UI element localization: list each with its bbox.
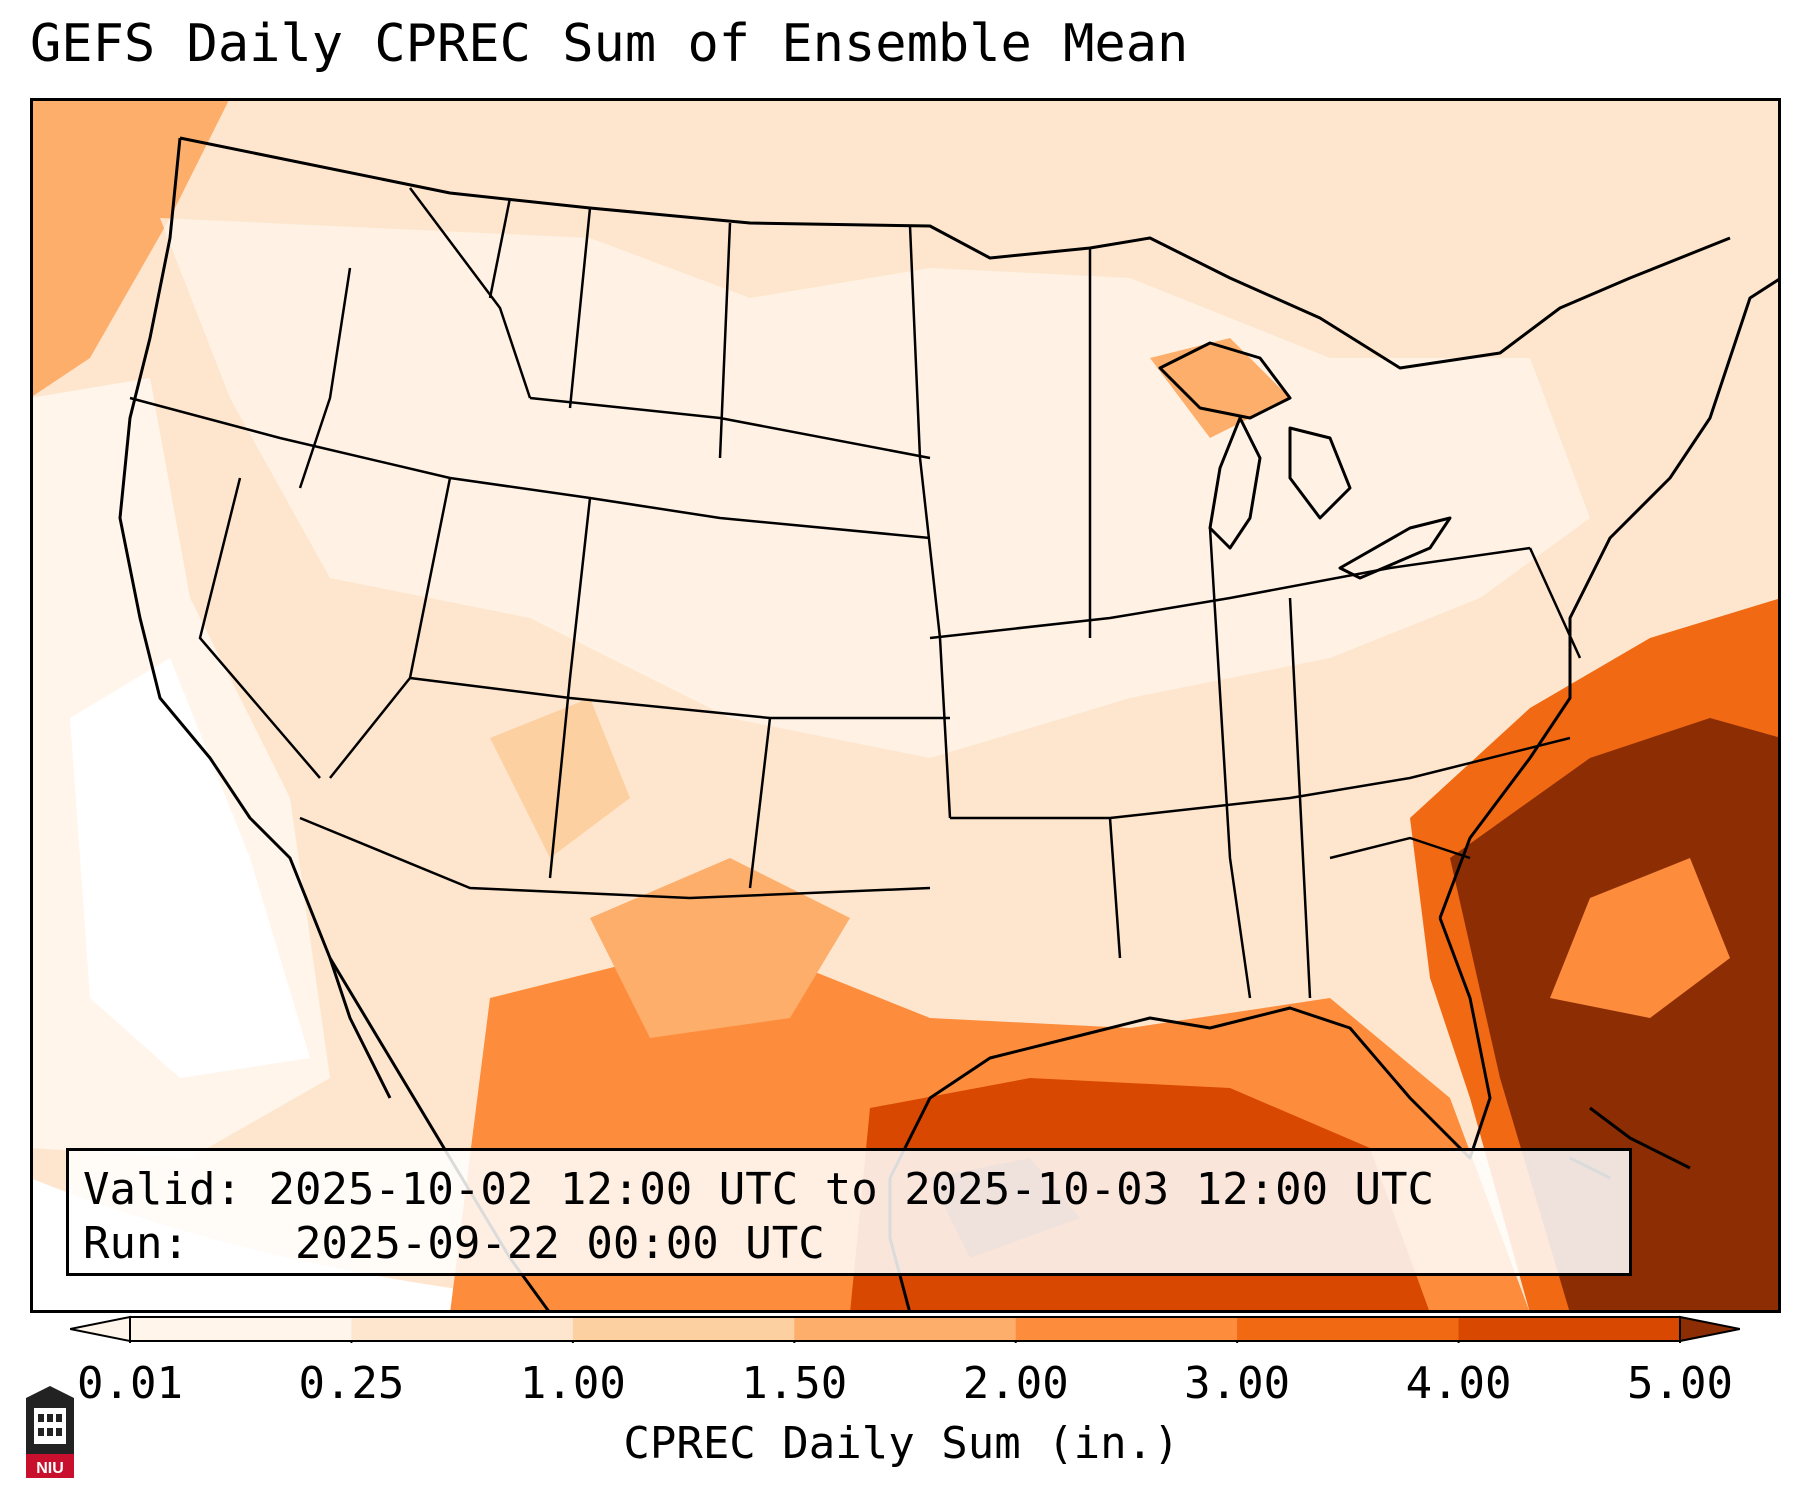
colorbar-extend-low	[69, 1315, 131, 1343]
colorbar-segment	[130, 1317, 352, 1341]
atlantic-lighter-pocket	[1550, 858, 1730, 1018]
northwest-pacific-band	[30, 98, 230, 398]
colorbar-segment	[351, 1317, 574, 1341]
colorbar-tick-label: 5.00	[1627, 1358, 1733, 1409]
coastlines-borders	[118, 136, 1781, 1313]
logo-text: NIU	[36, 1460, 64, 1477]
map-title: GEFS Daily CPREC Sum of Ensemble Mean	[30, 14, 1189, 74]
colorbar-segment	[572, 1317, 795, 1341]
map-frame	[30, 98, 1781, 1313]
niu-logo: NIU	[22, 1384, 78, 1482]
colorbar-tick-label: 3.00	[1184, 1358, 1291, 1409]
colorbar-segment	[1237, 1317, 1460, 1341]
valid-value: 2025-10-02 12:00 UTC to 2025-10-03 12:00…	[268, 1164, 1435, 1215]
colorbar-tick-label: 2.00	[962, 1358, 1069, 1409]
colorbar-tick-label: 0.01	[77, 1358, 183, 1409]
colorbar-segment	[1458, 1317, 1681, 1341]
colorbar-label: CPREC Daily Sum (in.)	[623, 1418, 1180, 1469]
validity-info-box: Valid: 2025-10-02 12:00 UTC to 2025-10-0…	[66, 1148, 1632, 1276]
logo-banner	[26, 1454, 74, 1478]
colorbar-extend-high	[1679, 1315, 1741, 1343]
colorbar-graphic	[69, 1315, 1741, 1343]
great-lakes-precip-patch	[1150, 338, 1290, 438]
run-value: 2025-09-22 00:00 UTC	[294, 1218, 825, 1269]
texas-precip-patch	[590, 858, 850, 1038]
pacific-no-precip	[70, 658, 310, 1078]
valid-label: Valid:	[83, 1164, 242, 1215]
colorbar-segment	[1015, 1317, 1238, 1341]
colorbar	[69, 1315, 1741, 1347]
colorbar-tick-label: 4.00	[1405, 1358, 1512, 1409]
colorbar-tick-label: 0.25	[298, 1358, 405, 1409]
colorbar-frame	[129, 1316, 1681, 1342]
run-label: Run:	[83, 1218, 189, 1269]
colorbar-tick-label: 1.00	[519, 1358, 626, 1409]
projection-edge-left	[30, 1178, 730, 1313]
colorbar-tick-label: 1.50	[741, 1358, 848, 1409]
state-borders	[129, 187, 1582, 999]
precip-map	[30, 98, 1781, 1313]
colorbar-segment	[794, 1317, 1017, 1341]
logo-tower	[34, 1408, 66, 1444]
